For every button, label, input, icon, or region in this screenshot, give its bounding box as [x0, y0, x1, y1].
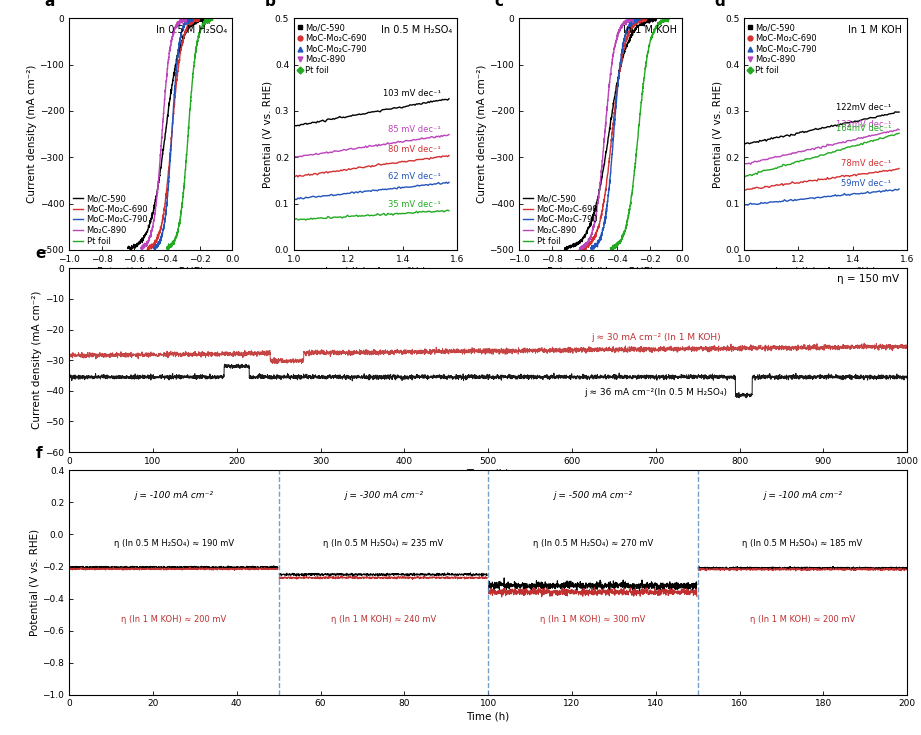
X-axis label: Time (h): Time (h): [467, 469, 509, 478]
Text: 85 mV dec⁻¹: 85 mV dec⁻¹: [388, 125, 441, 134]
Text: 164mV dec⁻¹: 164mV dec⁻¹: [835, 124, 891, 134]
Text: d: d: [715, 0, 726, 9]
Text: In 0.5 M H₂SO₄: In 0.5 M H₂SO₄: [156, 25, 227, 35]
Text: η = 150 mV: η = 150 mV: [836, 274, 899, 284]
Text: 103 mV dec⁻¹: 103 mV dec⁻¹: [383, 89, 441, 98]
Text: η (In 0.5 M H₂SO₄) ≈ 185 mV: η (In 0.5 M H₂SO₄) ≈ 185 mV: [742, 539, 863, 548]
Text: In 1 M KOH: In 1 M KOH: [848, 25, 903, 35]
Y-axis label: Current density (mA cm⁻²): Current density (mA cm⁻²): [32, 291, 42, 429]
Text: e: e: [36, 246, 46, 261]
Text: In 1 M KOH: In 1 M KOH: [624, 25, 677, 35]
Y-axis label: Current density (mA cm⁻²): Current density (mA cm⁻²): [477, 65, 486, 204]
X-axis label: log ( |j (mA cm⁻²)| ): log ( |j (mA cm⁻²)| ): [775, 267, 876, 277]
Text: 122mV dec⁻¹: 122mV dec⁻¹: [835, 102, 891, 112]
Y-axis label: Potential (V vs. RHE): Potential (V vs. RHE): [712, 81, 722, 187]
Text: 59mV dec⁻¹: 59mV dec⁻¹: [841, 179, 891, 188]
Text: η (In 1 M KOH) ≈ 200 mV: η (In 1 M KOH) ≈ 200 mV: [750, 614, 855, 623]
X-axis label: Potential (V vs. RHE): Potential (V vs. RHE): [97, 267, 204, 276]
Text: 78mV dec⁻¹: 78mV dec⁻¹: [841, 159, 891, 168]
Text: 132mV dec⁻¹: 132mV dec⁻¹: [835, 120, 891, 129]
Text: In 0.5 M H₂SO₄: In 0.5 M H₂SO₄: [381, 25, 452, 35]
Text: η (In 0.5 M H₂SO₄) ≈ 190 mV: η (In 0.5 M H₂SO₄) ≈ 190 mV: [114, 539, 234, 548]
Text: a: a: [44, 0, 55, 9]
X-axis label: log ( |j (mA cm⁻²)| ): log ( |j (mA cm⁻²)| ): [325, 267, 426, 277]
X-axis label: Time (h): Time (h): [467, 711, 509, 721]
Text: f: f: [36, 446, 42, 462]
Text: 35 mV dec⁻¹: 35 mV dec⁻¹: [388, 200, 441, 209]
Legend: Mo/C-590, MoC-Mo₂C-690, MoC-Mo₂C-790, Mo₂C-890, Pt foil: Mo/C-590, MoC-Mo₂C-690, MoC-Mo₂C-790, Mo…: [298, 23, 367, 76]
Legend: Mo/C-590, MoC-Mo₂C-690, MoC-Mo₂C-790, Mo₂C-890, Pt foil: Mo/C-590, MoC-Mo₂C-690, MoC-Mo₂C-790, Mo…: [748, 23, 818, 76]
Legend: Mo/C-590, MoC-Mo₂C-690, MoC-Mo₂C-790, Mo₂C-890, Pt foil: Mo/C-590, MoC-Mo₂C-690, MoC-Mo₂C-790, Mo…: [74, 194, 148, 245]
Text: j ≈ 36 mA cm⁻²(In 0.5 M H₂SO₄): j ≈ 36 mA cm⁻²(In 0.5 M H₂SO₄): [584, 388, 728, 397]
Text: b: b: [264, 0, 275, 9]
Text: c: c: [495, 0, 504, 9]
Text: j = -500 mA cm⁻²: j = -500 mA cm⁻²: [554, 491, 633, 501]
Y-axis label: Potential (V vs. RHE): Potential (V vs. RHE): [29, 529, 40, 636]
Text: j = -100 mA cm⁻²: j = -100 mA cm⁻²: [763, 491, 842, 501]
Text: j = -300 mA cm⁻²: j = -300 mA cm⁻²: [344, 491, 423, 501]
Text: η (In 0.5 M H₂SO₄) ≈ 235 mV: η (In 0.5 M H₂SO₄) ≈ 235 mV: [323, 539, 444, 548]
Y-axis label: Current density (mA cm⁻²): Current density (mA cm⁻²): [27, 65, 37, 204]
Legend: Mo/C-590, MoC-Mo₂C-690, MoC-Mo₂C-790, Mo₂C-890, Pt foil: Mo/C-590, MoC-Mo₂C-690, MoC-Mo₂C-790, Mo…: [523, 194, 599, 245]
Text: η (In 0.5 M H₂SO₄) ≈ 270 mV: η (In 0.5 M H₂SO₄) ≈ 270 mV: [532, 539, 653, 548]
Y-axis label: Potential (V vs. RHE): Potential (V vs. RHE): [262, 81, 272, 187]
X-axis label: Potential (V vs. RHE): Potential (V vs. RHE): [547, 267, 654, 276]
Text: η (In 1 M KOH) ≈ 240 mV: η (In 1 M KOH) ≈ 240 mV: [331, 614, 436, 623]
Text: j ≈ 30 mA cm⁻² (In 1 M KOH): j ≈ 30 mA cm⁻² (In 1 M KOH): [591, 333, 720, 342]
Text: η (In 1 M KOH) ≈ 200 mV: η (In 1 M KOH) ≈ 200 mV: [122, 614, 227, 623]
Text: 62 mV dec⁻¹: 62 mV dec⁻¹: [388, 172, 441, 181]
Text: 80 mV dec⁻¹: 80 mV dec⁻¹: [388, 146, 441, 154]
Text: η (In 1 M KOH) ≈ 300 mV: η (In 1 M KOH) ≈ 300 mV: [541, 614, 646, 623]
Text: j = -100 mA cm⁻²: j = -100 mA cm⁻²: [134, 491, 214, 501]
